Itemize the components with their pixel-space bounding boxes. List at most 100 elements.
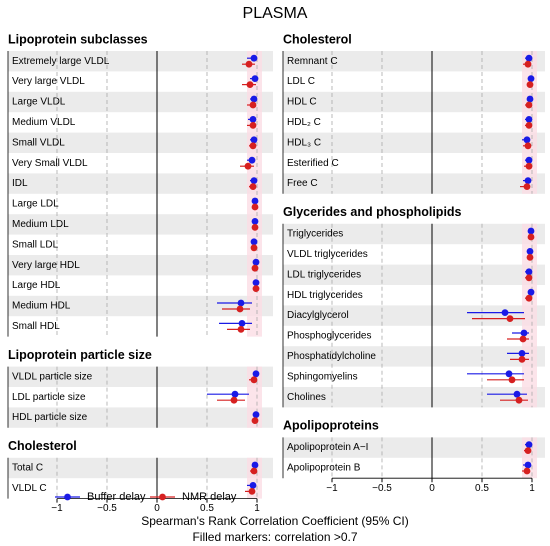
- x-axis-label: Spearman's Rank Correlation Coefficient …: [141, 514, 409, 528]
- x-tick-label: 1: [254, 503, 260, 514]
- point: [250, 238, 258, 246]
- row-label: Large LDL: [12, 199, 59, 210]
- point: [525, 268, 533, 276]
- point: [525, 116, 533, 123]
- point: [230, 396, 238, 404]
- row-label: VLDL C: [12, 483, 47, 494]
- row-label: LDL C: [287, 76, 315, 87]
- point: [524, 60, 532, 68]
- point: [524, 447, 532, 454]
- panel-title: Glycerides and phospholipids: [283, 205, 462, 219]
- point: [515, 396, 523, 404]
- point: [526, 81, 534, 88]
- point: [527, 288, 535, 296]
- point: [250, 95, 258, 103]
- point: [249, 116, 257, 123]
- point: [526, 248, 534, 255]
- point: [513, 390, 521, 398]
- point: [501, 309, 509, 316]
- point: [251, 417, 259, 424]
- point: [249, 122, 257, 129]
- row-band: [283, 132, 545, 153]
- point: [527, 75, 535, 82]
- point: [519, 335, 527, 343]
- row-label: LDL particle size: [12, 392, 86, 403]
- point: [251, 75, 259, 82]
- row-label: HDL₃ C: [287, 137, 321, 148]
- row-band: [283, 173, 545, 194]
- point: [248, 488, 256, 495]
- row-label: Medium HDL: [12, 301, 71, 312]
- row-band: [283, 223, 545, 245]
- panel-title: Cholesterol: [8, 439, 77, 453]
- row-label: Very Small VLDL: [12, 158, 88, 169]
- x-tick-label: −0.5: [97, 503, 117, 514]
- point: [527, 227, 535, 235]
- point: [524, 177, 532, 185]
- x-tick-label: 0.5: [475, 483, 489, 494]
- point: [527, 233, 535, 241]
- x-tick-label: 0: [154, 503, 160, 514]
- point: [248, 156, 256, 164]
- row-label: Cholines: [287, 392, 326, 403]
- point: [250, 177, 258, 185]
- point: [252, 411, 260, 418]
- row-band: [283, 387, 545, 408]
- point: [523, 467, 531, 475]
- point: [250, 244, 258, 252]
- point: [252, 370, 260, 378]
- point: [525, 101, 533, 109]
- note: Filled markers: correlation >0.7: [192, 530, 357, 544]
- point: [250, 376, 258, 384]
- x-tick-label: −1: [326, 483, 338, 494]
- row-label: Apolipoprotein A−I: [287, 442, 368, 453]
- row-band: [283, 51, 545, 72]
- row-band: [283, 91, 545, 113]
- point: [508, 376, 516, 384]
- legend-marker: [159, 493, 166, 501]
- legend-label: Buffer delay: [87, 491, 146, 503]
- point: [245, 60, 253, 68]
- row-label: VLDL triglycerides: [287, 249, 368, 260]
- point: [526, 254, 534, 261]
- point: [525, 54, 533, 62]
- point: [523, 183, 531, 191]
- point: [524, 142, 532, 150]
- row-label: IDL: [12, 178, 28, 189]
- row-label: HDL particle size: [12, 412, 88, 423]
- row-label: LDL triglycerides: [287, 269, 361, 280]
- row-band: [283, 305, 545, 326]
- x-tick-label: 1: [529, 483, 535, 494]
- row-label: Small VLDL: [12, 137, 65, 148]
- legend-marker: [64, 493, 71, 501]
- row-label: Very large HDL: [12, 260, 80, 271]
- row-label: Total C: [12, 463, 43, 474]
- row-label: Free C: [287, 178, 318, 189]
- row-label: Small HDL: [12, 321, 60, 332]
- point: [525, 122, 533, 129]
- high-band: [247, 51, 262, 337]
- point: [250, 467, 258, 475]
- row-label: Medium LDL: [12, 219, 69, 230]
- panel-title: Apolipoproteins: [283, 419, 379, 433]
- point: [252, 279, 260, 286]
- row-label: Large HDL: [12, 280, 61, 291]
- point: [526, 95, 534, 103]
- point: [523, 136, 531, 144]
- x-tick-label: 0: [429, 483, 435, 494]
- row-label: Sphingomyelins: [287, 371, 358, 382]
- row-label: HDL C: [287, 97, 317, 108]
- row-band: [283, 264, 545, 285]
- point: [249, 482, 257, 489]
- point: [250, 54, 258, 62]
- legend-label: NMR delay: [182, 491, 237, 503]
- row-label: Diacylglycerol: [287, 310, 349, 321]
- high-band: [522, 223, 537, 408]
- point: [518, 356, 526, 363]
- point: [518, 350, 526, 357]
- x-tick-label: −0.5: [372, 483, 392, 494]
- row-label: Very large VLDL: [12, 76, 85, 87]
- point: [251, 461, 259, 469]
- row-label: Triglycerides: [287, 229, 343, 240]
